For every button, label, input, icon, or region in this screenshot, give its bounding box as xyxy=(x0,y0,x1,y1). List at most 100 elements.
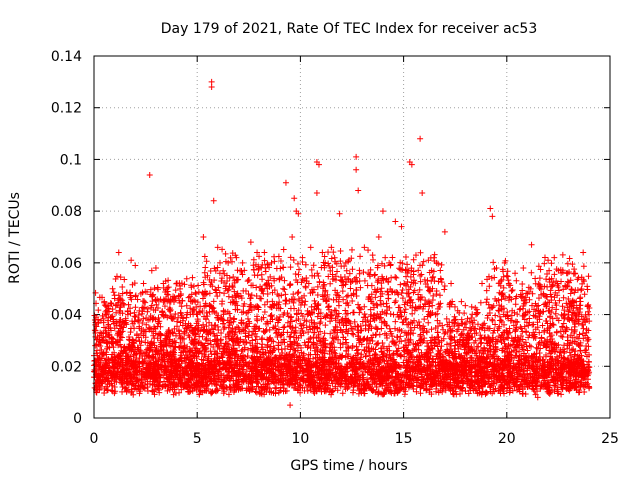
scatter-band-point xyxy=(273,385,280,392)
scatter-band-point xyxy=(356,309,363,316)
scatter-band-point xyxy=(250,266,257,273)
scatter-band-point xyxy=(387,311,394,318)
scatter-band-point xyxy=(346,270,353,277)
y-tick-label: 0.14 xyxy=(51,49,82,65)
scatter-band-point xyxy=(91,327,98,334)
scatter-band-point xyxy=(132,304,139,311)
scatter-band-point xyxy=(113,339,120,346)
y-tick-label: 0.1 xyxy=(60,152,82,168)
scatter-band-point xyxy=(417,272,424,279)
scatter-band-point xyxy=(447,328,454,335)
scatter-band-point xyxy=(326,263,333,270)
scatter-band-point xyxy=(195,282,202,289)
scatter-band-point xyxy=(303,324,310,331)
scatter-band-point xyxy=(339,390,346,397)
x-tick-label: 25 xyxy=(601,431,619,447)
scatter-band-point xyxy=(259,335,266,342)
scatter-band-point xyxy=(549,282,556,289)
scatter-band-point xyxy=(191,307,198,314)
scatter-band-point xyxy=(140,315,147,322)
scatter-band-point xyxy=(109,335,116,342)
scatter-band-point xyxy=(489,316,496,323)
scatter-band-point xyxy=(559,251,566,258)
scatter-band-point xyxy=(448,342,455,349)
scatter-band-point xyxy=(328,255,335,262)
scatter-band-point xyxy=(258,336,265,343)
scatter-band-point xyxy=(462,388,469,395)
scatter-band-point xyxy=(298,325,305,332)
scatter-band-point xyxy=(382,254,389,261)
scatter-band-point xyxy=(155,314,162,321)
scatter-band-point xyxy=(505,277,512,284)
scatter-band-point xyxy=(296,266,303,273)
scatter-band-point xyxy=(525,322,532,329)
scatter-band-point xyxy=(141,298,148,305)
scatter-band-point xyxy=(397,333,404,340)
scatter-band-point xyxy=(109,306,116,313)
scatter-band-point xyxy=(558,278,565,285)
scatter-band-point xyxy=(452,316,459,323)
scatter-band-point xyxy=(536,275,543,282)
scatter-band-point xyxy=(415,291,422,298)
scatter-band-point xyxy=(210,298,217,305)
scatter-band-point xyxy=(541,377,548,384)
scatter-band-point xyxy=(548,260,555,267)
scatter-band-point xyxy=(376,331,383,338)
scatter-band-point xyxy=(221,290,228,297)
scatter-band-point xyxy=(492,312,499,319)
scatter-band-point xyxy=(404,261,411,268)
y-axis-label: ROTI / TECUs xyxy=(7,192,23,284)
scatter-band-point xyxy=(399,286,406,293)
scatter-band-point xyxy=(462,302,469,309)
scatter-band-point xyxy=(373,301,380,308)
scatter-band-point xyxy=(314,292,321,299)
scatter-band-point xyxy=(146,353,153,360)
scatter-band-point xyxy=(516,348,523,355)
scatter-band-point xyxy=(362,353,369,360)
scatter-band-point xyxy=(245,276,252,283)
scatter-band-point xyxy=(229,258,236,265)
scatter-band-point xyxy=(533,383,540,390)
scatter-band-point xyxy=(287,281,294,288)
scatter-band-point xyxy=(203,309,210,316)
scatter-band-point xyxy=(543,317,550,324)
scatter-band-point xyxy=(100,324,107,331)
scatter-band-point xyxy=(192,289,199,296)
scatter-band-point xyxy=(337,247,344,254)
scatter-band-point xyxy=(471,339,478,346)
y-tick-label: 0.08 xyxy=(51,204,82,220)
scatter-band-point xyxy=(412,304,419,311)
scatter-band-point xyxy=(311,319,318,326)
scatter-band-point xyxy=(214,264,221,271)
scatter-band-point xyxy=(349,266,356,273)
scatter-band-point xyxy=(119,284,126,291)
y-tick-label: 0 xyxy=(73,411,82,427)
scatter-band-point xyxy=(276,313,283,320)
scatter-band-point xyxy=(295,307,302,314)
scatter-band-point xyxy=(218,275,225,282)
scatter-band-point xyxy=(519,287,526,294)
scatter-band-point xyxy=(421,316,428,323)
scatter-band-point xyxy=(331,254,338,261)
x-tick-label: 15 xyxy=(395,431,413,447)
scatter-band-point xyxy=(287,254,294,261)
scatter-band-point xyxy=(514,311,521,318)
scatter-band-point xyxy=(343,267,350,274)
scatter-band-point xyxy=(230,273,237,280)
scatter-band-point xyxy=(268,312,275,319)
scatter-band-point xyxy=(138,310,145,317)
scatter-band-point xyxy=(295,289,302,296)
scatter-band-point xyxy=(386,325,393,332)
scatter-band-point xyxy=(551,294,558,301)
scatter-band-point xyxy=(325,249,332,256)
scatter-band-point xyxy=(350,309,357,316)
scatter-band-point xyxy=(391,299,398,306)
scatter-band-point xyxy=(472,304,479,311)
scatter-band-point xyxy=(314,283,321,290)
scatter-band-point xyxy=(429,274,436,281)
scatter-band-point xyxy=(322,322,329,329)
scatter-band-point xyxy=(551,271,558,278)
scatter-band-point xyxy=(332,307,339,314)
scatter-band-point xyxy=(399,295,406,302)
